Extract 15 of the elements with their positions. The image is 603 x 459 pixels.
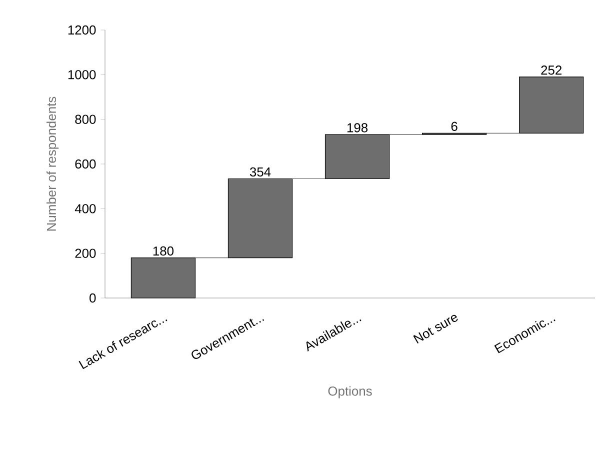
y-tick-label: 600 [75,159,96,169]
y-tick-label: 200 [75,248,96,258]
y-tick-label: 0 [90,293,96,303]
y-tick-label: 800 [75,114,96,124]
y-tick-label: 1200 [68,25,96,35]
data-label: 354 [250,167,271,177]
y-axis-title: Number of respondents [46,96,59,231]
data-label: 6 [451,122,458,131]
data-label: 252 [541,66,562,75]
x-axis-title: Options [328,386,372,398]
data-label: 180 [153,246,174,256]
data-label: 198 [347,123,368,132]
x-tick-label: Not sure [413,314,458,344]
y-tick-label: 400 [74,204,96,214]
y-tick-label: 1000 [68,70,96,80]
